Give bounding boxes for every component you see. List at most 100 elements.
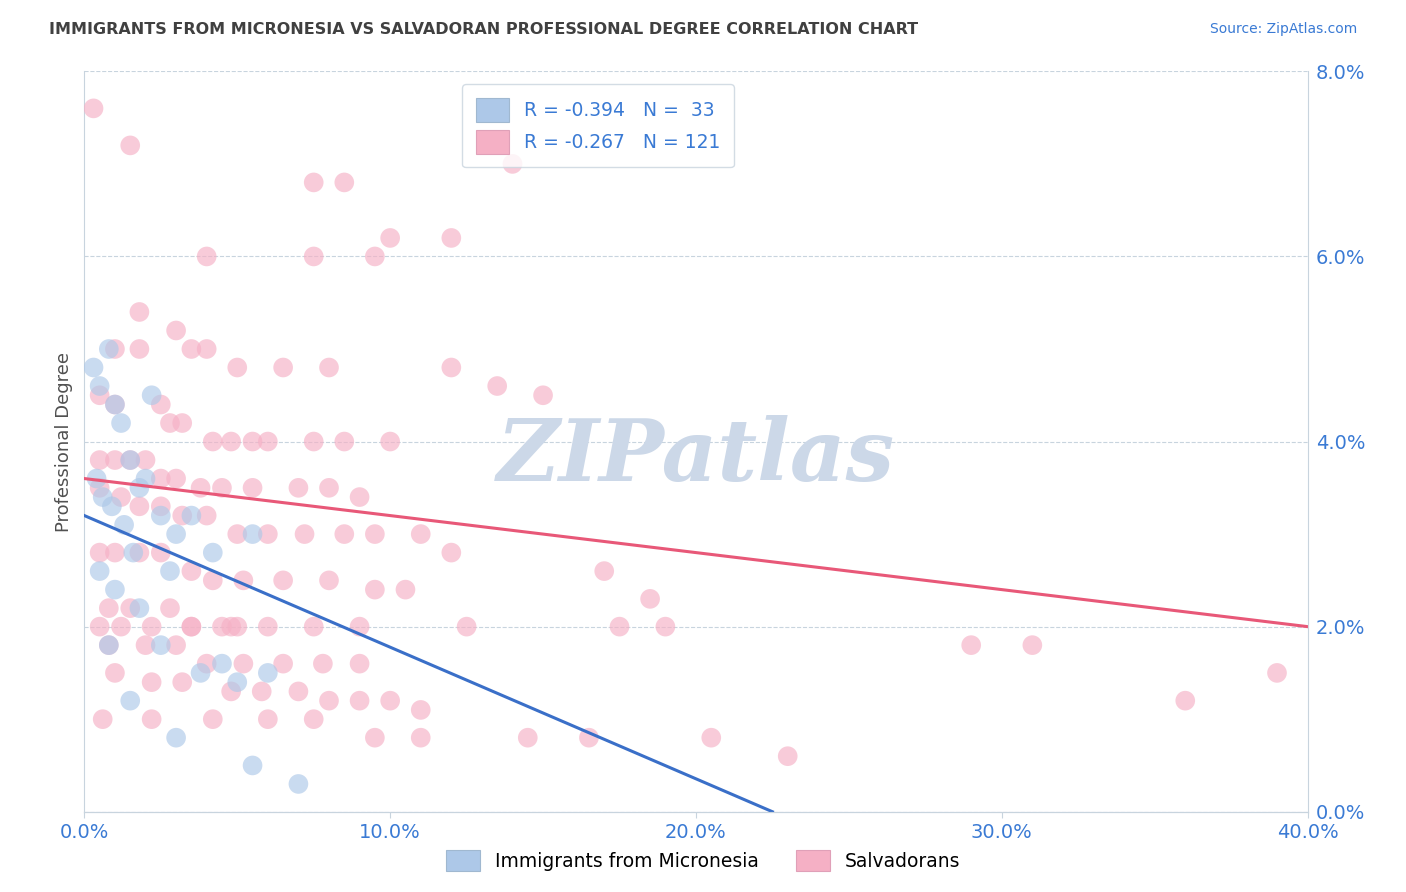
- Point: [232, 657, 254, 671]
- Point: [101, 500, 124, 514]
- Point: [165, 731, 187, 745]
- Point: [180, 342, 202, 356]
- Point: [180, 619, 202, 633]
- Point: [120, 453, 142, 467]
- Point: [409, 703, 432, 717]
- Point: [380, 231, 402, 245]
- Point: [257, 434, 280, 449]
- Point: [112, 517, 135, 532]
- Point: [1265, 665, 1288, 680]
- Point: [201, 434, 224, 449]
- Point: [159, 564, 181, 578]
- Point: [380, 434, 402, 449]
- Point: [120, 601, 142, 615]
- Point: [149, 471, 172, 485]
- Point: [257, 712, 280, 726]
- Point: [141, 712, 163, 726]
- Point: [409, 527, 432, 541]
- Point: [394, 582, 416, 597]
- Point: [97, 601, 120, 615]
- Point: [364, 527, 387, 541]
- Point: [104, 342, 127, 356]
- Point: [165, 527, 187, 541]
- Point: [149, 546, 172, 560]
- Point: [120, 138, 142, 153]
- Point: [226, 360, 249, 375]
- Point: [1021, 638, 1043, 652]
- Point: [149, 500, 172, 514]
- Point: [165, 324, 187, 338]
- Point: [201, 546, 224, 560]
- Point: [180, 619, 202, 633]
- Point: [97, 638, 120, 652]
- Text: IMMIGRANTS FROM MICRONESIA VS SALVADORAN PROFESSIONAL DEGREE CORRELATION CHART: IMMIGRANTS FROM MICRONESIA VS SALVADORAN…: [49, 22, 918, 37]
- Point: [257, 527, 280, 541]
- Point: [1174, 694, 1197, 708]
- Point: [104, 546, 127, 560]
- Point: [89, 453, 111, 467]
- Point: [149, 508, 172, 523]
- Point: [135, 471, 157, 485]
- Point: [219, 684, 242, 698]
- Point: [440, 360, 463, 375]
- Point: [195, 342, 218, 356]
- Point: [531, 388, 554, 402]
- Point: [110, 490, 132, 504]
- Point: [333, 527, 356, 541]
- Point: [638, 591, 661, 606]
- Point: [609, 619, 631, 633]
- Point: [287, 481, 309, 495]
- Point: [195, 508, 218, 523]
- Point: [271, 657, 294, 671]
- Point: [201, 574, 224, 588]
- Text: Source: ZipAtlas.com: Source: ZipAtlas.com: [1209, 22, 1357, 37]
- Point: [83, 102, 105, 116]
- Point: [128, 546, 150, 560]
- Point: [219, 619, 242, 633]
- Point: [141, 675, 163, 690]
- Point: [287, 684, 309, 698]
- Point: [502, 157, 524, 171]
- Point: [578, 731, 600, 745]
- Point: [776, 749, 799, 764]
- Point: [135, 453, 157, 467]
- Point: [318, 360, 340, 375]
- Point: [172, 508, 194, 523]
- Point: [226, 527, 249, 541]
- Point: [104, 582, 127, 597]
- Point: [654, 619, 676, 633]
- Point: [104, 397, 127, 411]
- Point: [349, 619, 371, 633]
- Point: [302, 712, 325, 726]
- Point: [364, 582, 387, 597]
- Point: [141, 388, 163, 402]
- Point: [120, 453, 142, 467]
- Point: [271, 360, 294, 375]
- Point: [120, 694, 142, 708]
- Point: [349, 694, 371, 708]
- Point: [89, 388, 111, 402]
- Point: [700, 731, 723, 745]
- Point: [257, 619, 280, 633]
- Point: [89, 481, 111, 495]
- Point: [172, 675, 194, 690]
- Point: [135, 638, 157, 652]
- Point: [180, 508, 202, 523]
- Point: [211, 481, 233, 495]
- Point: [287, 777, 309, 791]
- Point: [232, 574, 254, 588]
- Point: [486, 379, 509, 393]
- Legend: Immigrants from Micronesia, Salvadorans: Immigrants from Micronesia, Salvadorans: [439, 843, 967, 878]
- Point: [190, 481, 212, 495]
- Point: [141, 619, 163, 633]
- Point: [456, 619, 478, 633]
- Point: [364, 250, 387, 264]
- Point: [149, 638, 172, 652]
- Point: [440, 231, 463, 245]
- Point: [318, 574, 340, 588]
- Point: [195, 250, 218, 264]
- Point: [242, 758, 264, 772]
- Point: [128, 342, 150, 356]
- Legend: R = -0.394   N =  33, R = -0.267   N = 121: R = -0.394 N = 33, R = -0.267 N = 121: [463, 85, 734, 168]
- Point: [312, 657, 335, 671]
